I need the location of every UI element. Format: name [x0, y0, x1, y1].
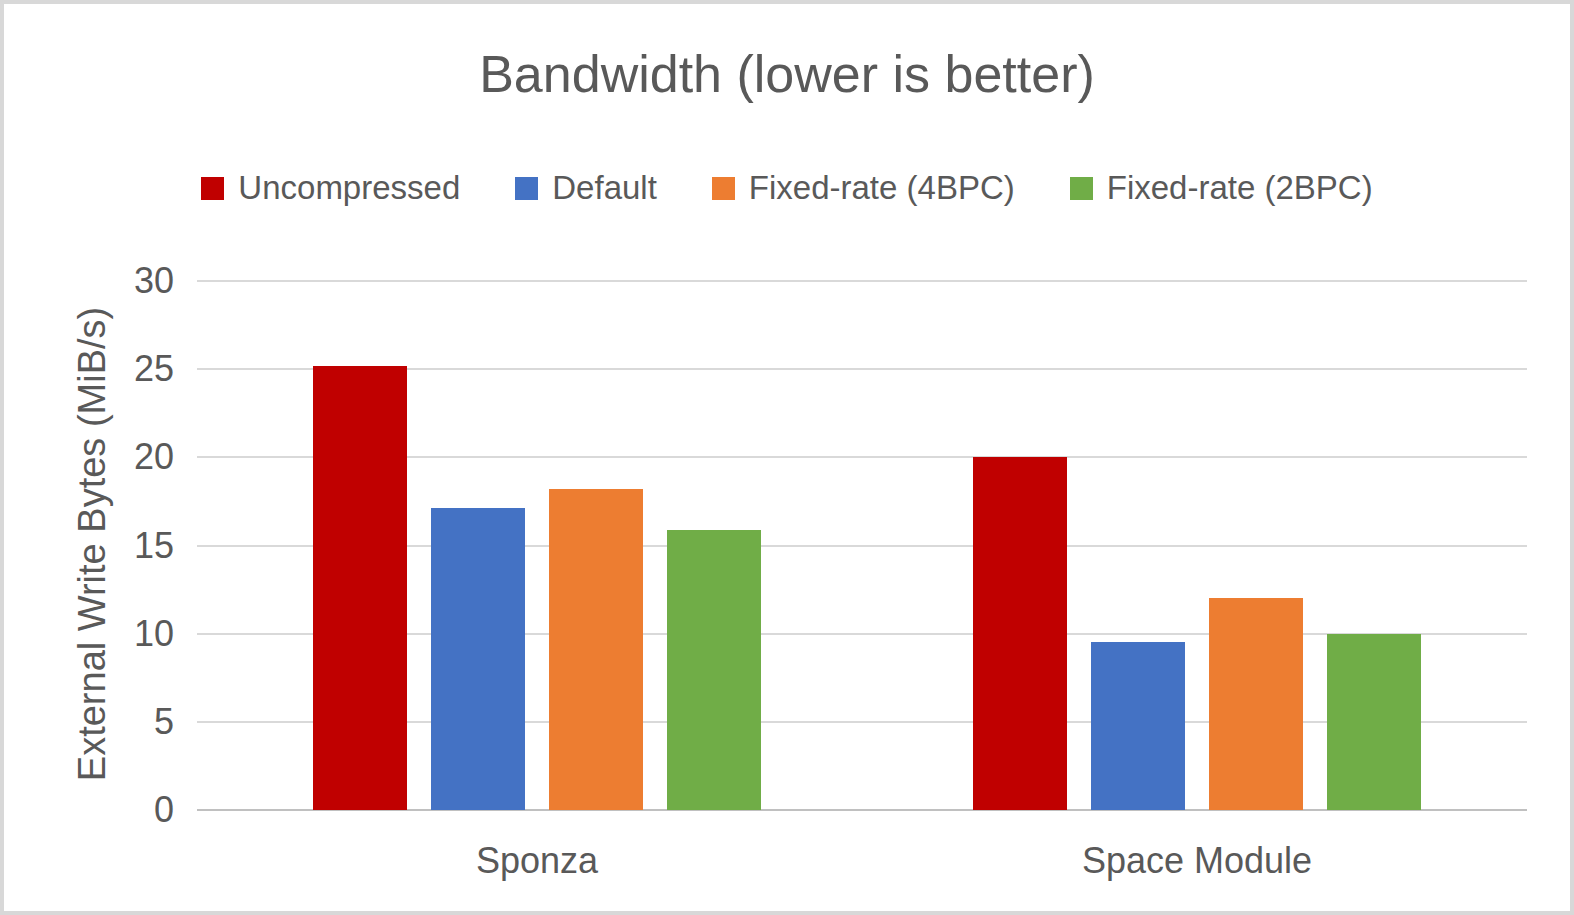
bar-space-module-fixed-rate-2bpc- — [1327, 634, 1421, 810]
legend-swatch-icon — [515, 177, 538, 200]
bar-space-module-fixed-rate-4bpc- — [1209, 598, 1303, 810]
bar-space-module-uncompressed — [973, 457, 1067, 810]
legend-item-fixed-rate-2bpc-: Fixed-rate (2BPC) — [1070, 169, 1373, 207]
chart-container: Bandwidth (lower is better) Uncompressed… — [0, 0, 1574, 915]
legend-swatch-icon — [201, 177, 224, 200]
chart-title: Bandwidth (lower is better) — [4, 44, 1570, 104]
category-label-sponza: Sponza — [307, 840, 767, 882]
legend-item-uncompressed: Uncompressed — [201, 169, 460, 207]
y-axis-title: External Write Bytes (MiB/s) — [71, 307, 114, 781]
plot-area — [197, 281, 1527, 810]
bar-space-module-default — [1091, 642, 1185, 810]
bar-sponza-fixed-rate-4bpc- — [549, 489, 643, 810]
legend: Uncompressed Default Fixed-rate (4BPC) Fixe… — [4, 166, 1570, 210]
legend-item-default: Default — [515, 169, 657, 207]
gridline — [197, 280, 1527, 282]
legend-label: Default — [552, 169, 657, 207]
y-tick-label: 30 — [59, 260, 174, 302]
bar-sponza-fixed-rate-2bpc- — [667, 530, 761, 810]
legend-label: Fixed-rate (2BPC) — [1107, 169, 1373, 207]
legend-item-fixed-rate-4bpc-: Fixed-rate (4BPC) — [712, 169, 1015, 207]
legend-swatch-icon — [712, 177, 735, 200]
category-label-space-module: Space Module — [967, 840, 1427, 882]
legend-label: Uncompressed — [238, 169, 460, 207]
legend-swatch-icon — [1070, 177, 1093, 200]
y-tick-label: 0 — [59, 789, 174, 831]
legend-label: Fixed-rate (4BPC) — [749, 169, 1015, 207]
x-axis-category-labels: Sponza Space Module — [197, 840, 1527, 890]
bar-sponza-default — [431, 508, 525, 810]
bar-sponza-uncompressed — [313, 366, 407, 810]
